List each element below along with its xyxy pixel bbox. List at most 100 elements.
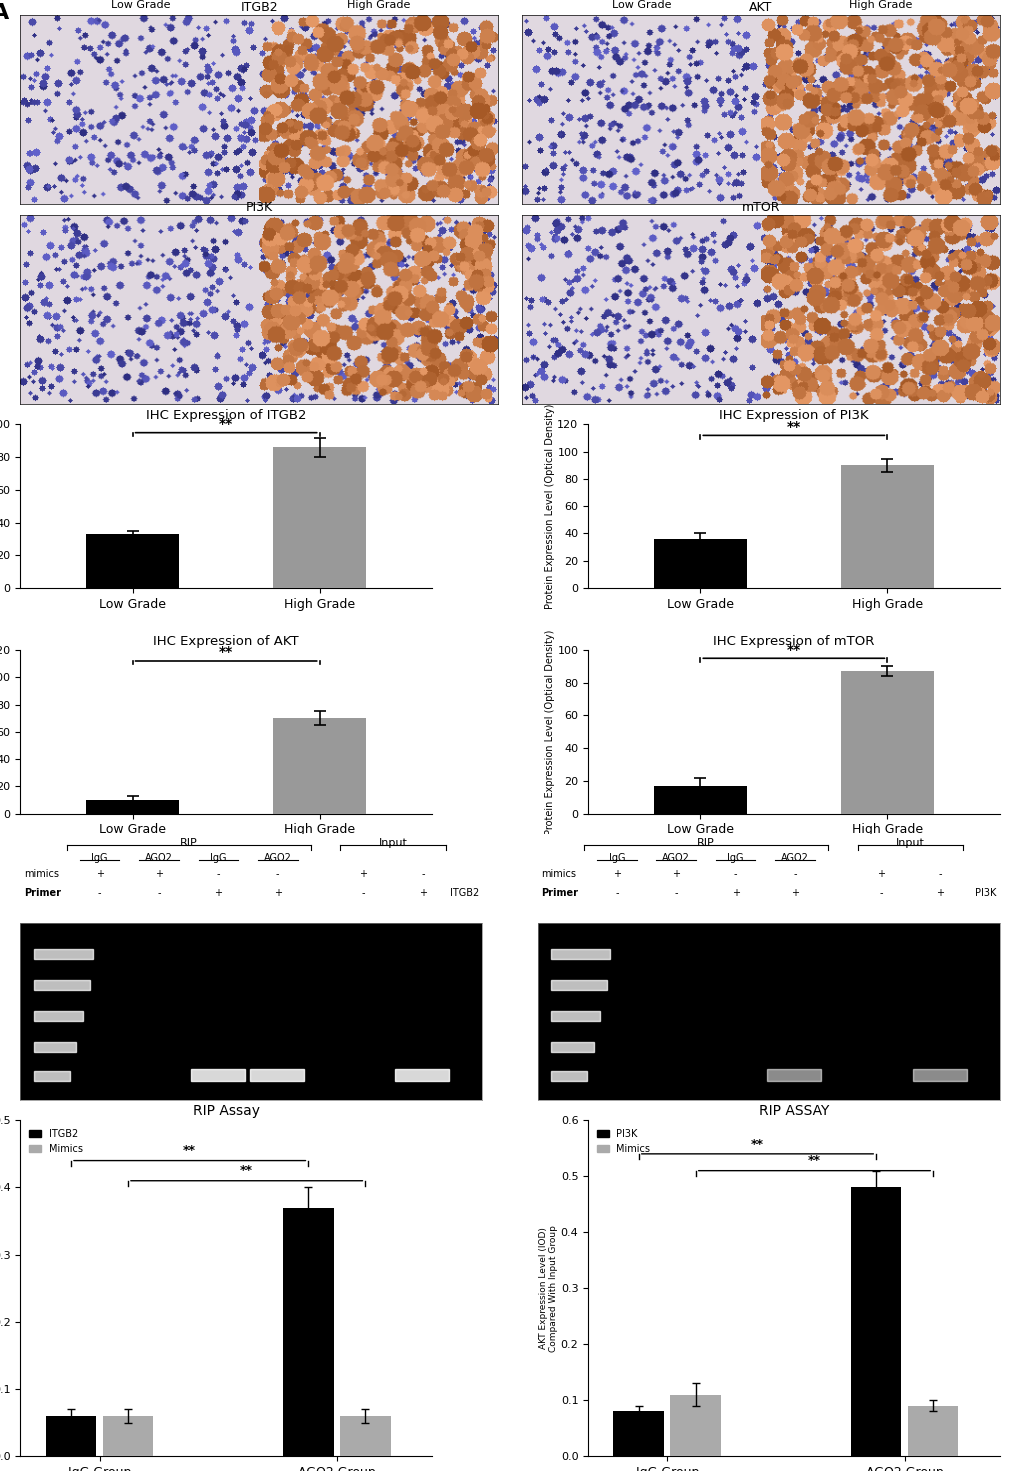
Bar (34, 980, 90, 990)
Bar (191, 1069, 245, 1081)
Bar (34, 949, 93, 959)
Text: -: - (276, 869, 279, 880)
Title: ITGB2: ITGB2 (240, 0, 278, 13)
Text: **: ** (183, 1144, 196, 1158)
Text: **: ** (807, 1155, 820, 1168)
Bar (840, 671, 933, 813)
Text: IgG: IgG (92, 853, 108, 863)
Text: +: + (672, 869, 680, 880)
Text: A: A (0, 3, 9, 24)
Bar (86, 800, 179, 813)
Text: High Grade: High Grade (347, 0, 411, 9)
Text: AGO2: AGO2 (661, 853, 690, 863)
Bar (273, 718, 366, 813)
Text: Input: Input (896, 837, 924, 847)
Bar (34, 1041, 76, 1052)
Title: mTOR: mTOR (741, 200, 780, 213)
Text: +: + (612, 869, 621, 880)
Text: -: - (614, 888, 619, 897)
Bar (394, 1069, 448, 1081)
Bar (250, 1069, 304, 1081)
Text: -: - (793, 869, 796, 880)
Text: -: - (878, 888, 881, 897)
Text: +: + (731, 888, 739, 897)
Text: ITGB2: ITGB2 (449, 888, 479, 897)
Text: +: + (359, 869, 367, 880)
Text: Primer: Primer (540, 888, 578, 897)
Text: IgG: IgG (210, 853, 226, 863)
Bar (550, 980, 606, 990)
Text: **: ** (750, 1137, 763, 1150)
Text: Primer: Primer (23, 888, 61, 897)
Text: -: - (937, 869, 941, 880)
Text: **: ** (786, 419, 800, 434)
Text: -: - (674, 888, 678, 897)
Text: +: + (273, 888, 281, 897)
Text: IgG: IgG (608, 853, 625, 863)
Bar (766, 1069, 820, 1081)
Text: -: - (421, 869, 424, 880)
Title: AKT: AKT (748, 0, 771, 13)
Text: IgG: IgG (727, 853, 743, 863)
Bar (273, 447, 366, 588)
Text: +: + (791, 888, 798, 897)
Title: IHC Expression of AKT: IHC Expression of AKT (153, 634, 299, 647)
Text: mimics: mimics (540, 869, 576, 880)
Legend: ITGB2, Mimics: ITGB2, Mimics (25, 1125, 87, 1158)
Bar (850, 1187, 901, 1456)
Bar (612, 1412, 663, 1456)
Text: +: + (96, 869, 104, 880)
Title: RIP Assay: RIP Assay (193, 1103, 260, 1118)
Text: +: + (876, 869, 883, 880)
Y-axis label: Protein Expression Level (Optical Density): Protein Expression Level (Optical Densit… (544, 630, 554, 834)
Bar (339, 1417, 390, 1456)
Text: +: + (935, 888, 944, 897)
Text: AGO2: AGO2 (145, 853, 173, 863)
Bar (907, 1406, 958, 1456)
Text: mimics: mimics (23, 869, 59, 880)
Text: -: - (734, 869, 737, 880)
Text: -: - (362, 888, 365, 897)
Title: PI3K: PI3K (246, 200, 272, 213)
Bar (283, 1208, 333, 1456)
Y-axis label: AKT Expression Level (IOD)
Compared With Input Group: AKT Expression Level (IOD) Compared With… (538, 1225, 557, 1352)
Text: -: - (216, 869, 220, 880)
Bar (550, 949, 609, 959)
Bar (653, 538, 746, 588)
Text: +: + (214, 888, 222, 897)
Text: -: - (157, 888, 161, 897)
Title: IHC Expression of PI3K: IHC Expression of PI3K (718, 409, 868, 422)
Text: +: + (419, 888, 427, 897)
Bar (103, 1417, 153, 1456)
Text: PI3K: PI3K (974, 888, 996, 897)
Text: AGO2: AGO2 (264, 853, 291, 863)
Bar (34, 1011, 83, 1021)
Legend: PI3K, Mimics: PI3K, Mimics (592, 1125, 653, 1158)
Title: IHC Expression of mTOR: IHC Expression of mTOR (712, 634, 873, 647)
Bar (86, 534, 179, 588)
Text: High Grade: High Grade (848, 0, 911, 9)
Text: **: ** (786, 643, 800, 656)
Bar (46, 1417, 96, 1456)
Text: Low Grade: Low Grade (611, 0, 671, 9)
Bar (669, 1395, 720, 1456)
Title: RIP ASSAY: RIP ASSAY (758, 1103, 828, 1118)
Text: -: - (98, 888, 101, 897)
Title: IHC Expression of ITGB2: IHC Expression of ITGB2 (146, 409, 306, 422)
Text: AGO2: AGO2 (781, 853, 808, 863)
Text: Input: Input (378, 837, 408, 847)
Text: **: ** (219, 646, 233, 659)
Bar (653, 786, 746, 813)
Text: RIP: RIP (179, 837, 198, 847)
Bar (550, 1071, 587, 1081)
Text: **: ** (239, 1165, 253, 1177)
Text: **: ** (219, 418, 233, 431)
Text: +: + (155, 869, 163, 880)
Bar (550, 1041, 593, 1052)
Bar (34, 1071, 70, 1081)
Bar (840, 465, 933, 588)
Bar (912, 1069, 966, 1081)
Bar (550, 1011, 600, 1021)
Y-axis label: Protein Expression Level (Optical Density): Protein Expression Level (Optical Densit… (544, 403, 554, 609)
Text: Low Grade: Low Grade (110, 0, 170, 9)
